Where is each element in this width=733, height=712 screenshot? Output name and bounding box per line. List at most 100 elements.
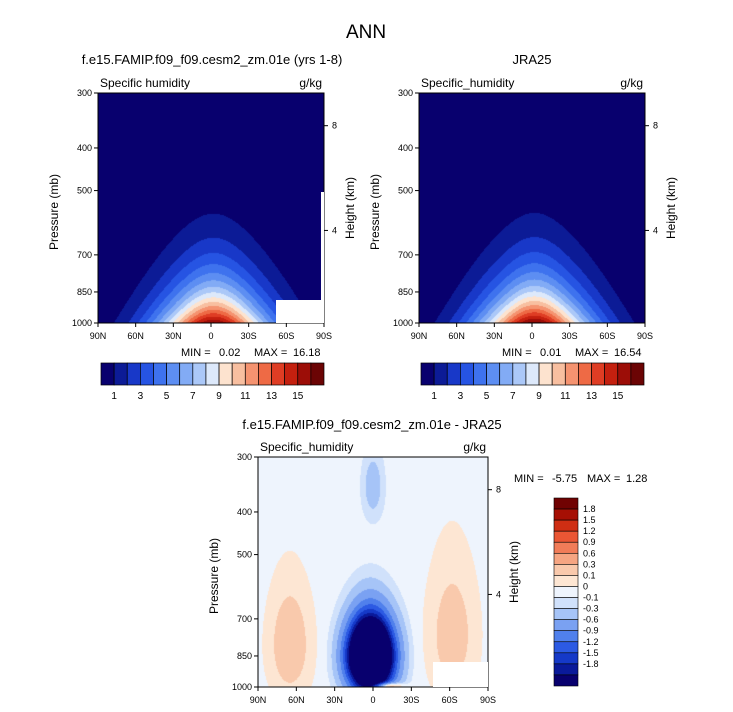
chart-1-colorbar-swatch — [297, 362, 312, 386]
chart-2-colorbar-swatch — [446, 362, 461, 386]
chart-2-stats-max: 16.54 — [614, 347, 642, 359]
chart-1-colorbar-swatch — [153, 362, 167, 386]
chart-1-colorbar-label: 9 — [216, 391, 222, 402]
chart-2-colorbar-swatch — [564, 362, 579, 386]
chart-3-colorbar-label: 1.2 — [583, 526, 596, 536]
chart-2-ytick-label: 1000 — [393, 318, 413, 328]
chart-3-colorbar-label: 0.6 — [583, 548, 596, 558]
chart-1-colorbar-swatch — [258, 362, 272, 386]
chart-1-y2tick-label: 4 — [332, 225, 337, 235]
chart-2-colorbar-swatch — [460, 362, 474, 386]
chart-2-xtick-label: 60N — [448, 331, 465, 341]
chart-1-ytick-label: 300 — [77, 88, 92, 98]
chart-2-xtick-label: 30S — [562, 331, 578, 341]
chart-3-colorbar-label: -1.5 — [583, 648, 599, 658]
chart-1-colorbar-swatch — [140, 362, 154, 386]
heatmap-field-3 — [258, 457, 488, 687]
chart-3-colorbar-label: -0.3 — [583, 604, 599, 614]
chart-3-ytick-label: 700 — [237, 614, 252, 624]
chart-3-colorbar-swatch — [553, 575, 579, 587]
chart-2-ytick-label: 700 — [398, 250, 413, 260]
chart-2-colorbar-swatch — [617, 362, 632, 386]
chart-3-colorbar-swatch — [553, 519, 579, 532]
chart-3-colorbar-swatch — [553, 619, 579, 632]
chart-1-xtick-label: 90N — [90, 331, 107, 341]
chart-2-colorbar-label: 13 — [586, 391, 598, 402]
chart-3-stats-min-label: MIN = — [514, 473, 544, 485]
chart-1-ytick-label: 700 — [77, 250, 92, 260]
chart-3-colorbar-swatch — [553, 608, 579, 620]
chart-3-colorbar-swatch — [553, 630, 579, 643]
chart-1-title: f.e15.FAMIP.f09_f09.cesm2_zm.01e (yrs 1-… — [82, 52, 343, 67]
chart-3-colorbar-swatch — [553, 497, 579, 510]
chart-2-ylabel: Pressure (mb) — [368, 174, 382, 250]
chart-1-right-label: g/kg — [299, 76, 322, 90]
chart-3-left-label: Specific_humidity — [260, 440, 353, 454]
chart-2-colorbar-swatch — [486, 362, 501, 386]
chart-3-colorbar-swatch — [553, 564, 579, 576]
chart-3-colorbar-label: -0.1 — [583, 593, 599, 603]
chart-1-ytick-label: 400 — [77, 143, 92, 153]
chart-2-y2label: Height (km) — [664, 177, 678, 239]
chart-1-ytick-label: 850 — [77, 287, 92, 297]
chart-3-colorbar-swatch — [553, 652, 579, 665]
chart-3-colorbar-swatch — [553, 597, 579, 609]
chart-1-colorbar-label: 3 — [138, 391, 144, 402]
chart-1-colorbar-label: 1 — [111, 391, 117, 402]
chart-2-colorbar-swatch — [499, 362, 514, 386]
chart-1-colorbar-label: 5 — [164, 391, 170, 402]
chart-1-xtick-label: 60N — [127, 331, 144, 341]
chart-1-xtick-label: 30N — [165, 331, 182, 341]
chart-3-colorbar-label: 1.5 — [583, 515, 596, 525]
figure-title: ANN — [346, 22, 386, 43]
chart-1-colorbar-swatch — [126, 362, 141, 386]
chart-1-y2tick-label: 8 — [332, 121, 337, 131]
chart-3-xtick-label: 0 — [370, 695, 375, 705]
chart-1-colorbar-swatch — [192, 362, 207, 386]
chart-2-colorbar-swatch — [538, 362, 553, 386]
chart-1-colorbar-label: 15 — [292, 391, 304, 402]
chart-3-colorbar-swatch — [553, 674, 579, 687]
chart-2-colorbar-label: 1 — [431, 391, 437, 402]
chart-3-y2tick-label: 8 — [496, 485, 501, 495]
chart-1-colorbar-swatch — [218, 362, 233, 386]
chart-1-missing-strip — [321, 192, 324, 300]
chart-1-colorbar-swatch — [284, 362, 299, 386]
chart-3-colorbar-label: -0.9 — [583, 626, 599, 636]
chart-2-colorbar-swatch — [578, 362, 592, 386]
chart-1-colorbar-swatch — [179, 362, 194, 386]
chart-1-colorbar-swatch — [166, 362, 181, 386]
chart-2-colorbar-label: 5 — [484, 391, 490, 402]
heatmap-field-2 — [419, 93, 645, 323]
chart-3-colorbar-swatch — [553, 663, 579, 676]
chart-1-colorbar-swatch — [205, 362, 220, 386]
chart-2-colorbar-swatch — [551, 362, 566, 386]
chart-3-colorbar-label: 0 — [583, 581, 588, 591]
chart-1-xtick-label: 90S — [316, 331, 332, 341]
chart-2-xtick-label: 60S — [599, 331, 615, 341]
chart-3-ytick-label: 1000 — [232, 682, 252, 692]
chart-1-left-label: Specific humidity — [100, 76, 190, 90]
chart-3-ytick-label: 850 — [237, 651, 252, 661]
chart-2-y2tick-label: 8 — [653, 121, 658, 131]
chart-3-stats-max: 1.28 — [626, 473, 647, 485]
chart-2-colorbar-swatch — [630, 362, 645, 386]
chart-3-ytick-label: 400 — [237, 507, 252, 517]
chart-2-stats-max-label: MAX = — [575, 347, 608, 359]
chart-3-colorbar-label: 0.1 — [583, 570, 596, 580]
chart-3-colorbar-swatch — [553, 508, 579, 521]
chart-2-stats-min: 0.01 — [540, 347, 561, 359]
chart-1-colorbar-swatch — [231, 362, 246, 386]
chart-2-colorbar-swatch — [433, 362, 448, 386]
chart-2-right-label: g/kg — [620, 76, 643, 90]
chart-3-xtick-label: 30S — [403, 695, 419, 705]
chart-1-colorbar-swatch — [310, 362, 325, 386]
chart-3-colorbar-label: -1.8 — [583, 659, 599, 669]
chart-3-colorbar-label: 0.3 — [583, 559, 596, 569]
chart-2-xtick-label: 90S — [637, 331, 653, 341]
chart-3-ytick-label: 300 — [237, 452, 252, 462]
chart-3-ylabel: Pressure (mb) — [207, 538, 221, 614]
chart-3-colorbar-swatch — [553, 641, 579, 654]
chart-1-y2label: Height (km) — [343, 177, 357, 239]
